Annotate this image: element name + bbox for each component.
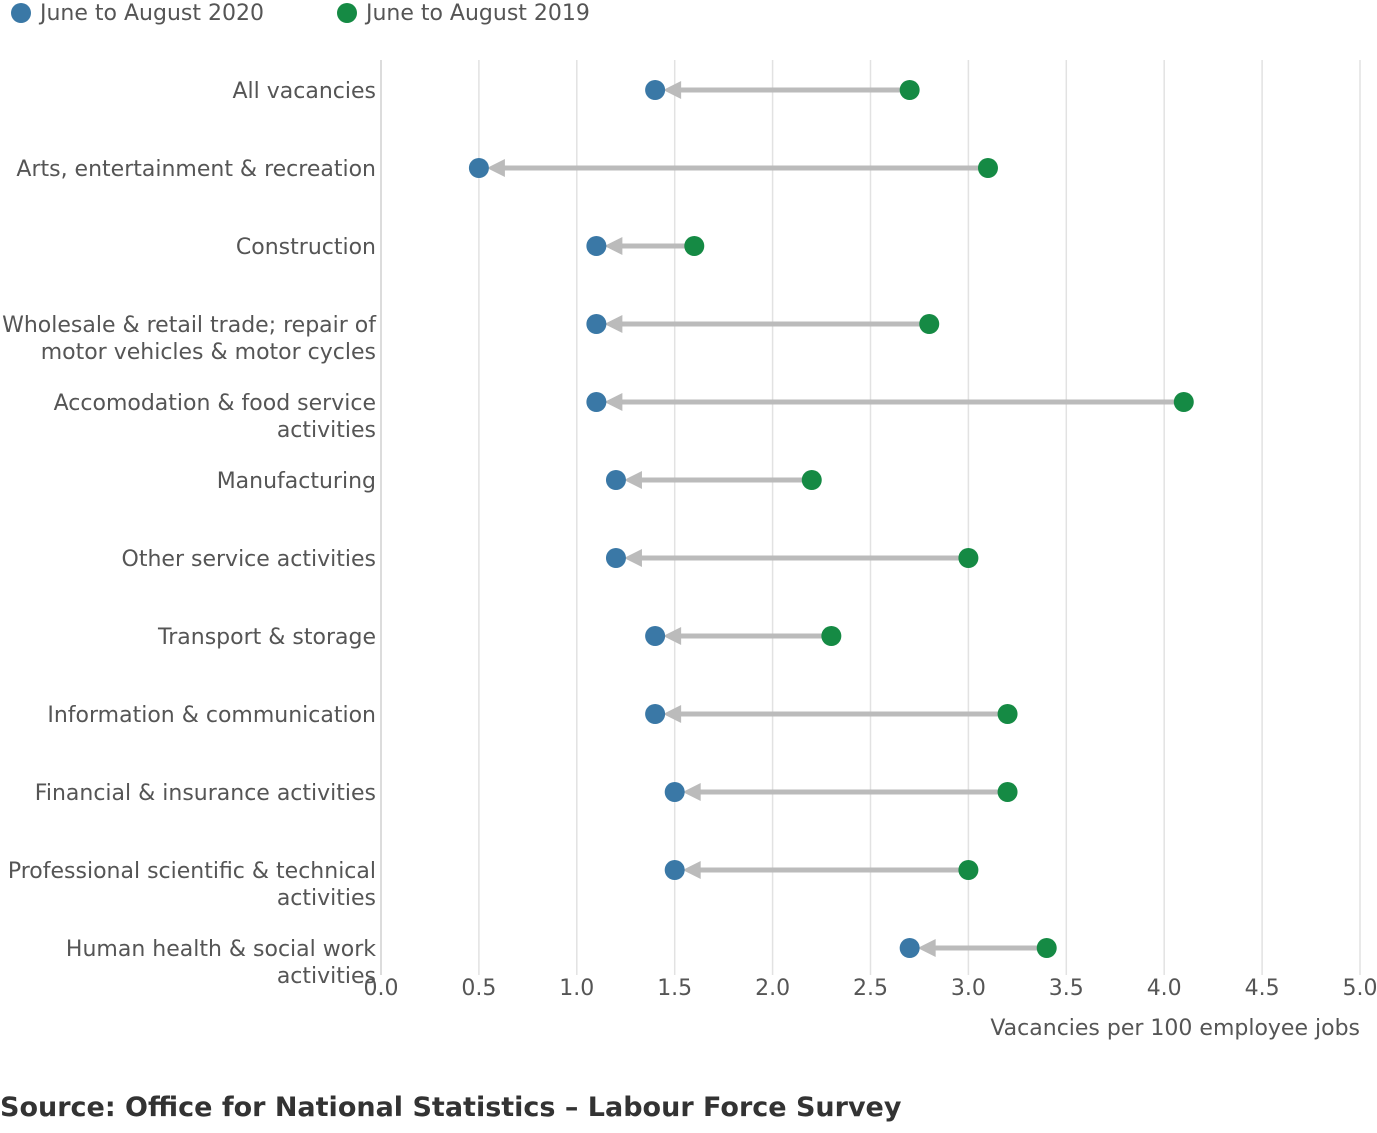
point-2019 xyxy=(997,704,1018,724)
change-arrow-head xyxy=(663,705,682,723)
x-axis-ticks: 0.0 0.5 1.0 1.5 2.0 2.5 3.0 3.5 4.0 4.5 5.0 xyxy=(364,976,1377,1001)
chart-legend: June to August 2020 June to August 2019 xyxy=(0,0,590,26)
point-2019 xyxy=(1173,392,1194,412)
dumbbell-chart: 0.0 0.5 1.0 1.5 2.0 2.5 3.0 3.5 4.0 4.5 5.0 All va… xyxy=(2,60,1377,1041)
category-labels: All vacancies Arts, entertainment & recre… xyxy=(2,79,377,989)
x-tick-label: 3.5 xyxy=(1049,976,1084,1001)
point-2020 xyxy=(605,548,626,568)
point-2020 xyxy=(468,158,489,178)
change-arrow-head xyxy=(663,627,682,645)
point-2020 xyxy=(605,470,626,490)
point-2020 xyxy=(664,782,685,802)
point-2019 xyxy=(997,782,1018,802)
category-label: Manufacturing xyxy=(217,469,376,494)
point-2020 xyxy=(664,860,685,880)
legend-label-2020: June to August 2020 xyxy=(40,0,264,26)
point-2019 xyxy=(958,860,979,880)
point-2020 xyxy=(586,236,607,256)
legend-item-2020: June to August 2020 xyxy=(11,1,264,26)
change-arrow-head xyxy=(623,471,642,489)
point-2020 xyxy=(645,80,666,100)
x-tick-label: 3.0 xyxy=(951,976,986,1001)
x-tick-label: 5.0 xyxy=(1343,976,1377,1001)
x-tick-label: 0.5 xyxy=(461,976,496,1001)
x-tick-label: 2.5 xyxy=(853,976,888,1001)
category-label: Arts, entertainment & recreation xyxy=(16,157,376,182)
change-arrow-head xyxy=(682,861,701,879)
point-2019 xyxy=(801,470,822,490)
category-label: Financial & insurance activities xyxy=(35,781,376,806)
legend-marker-2019 xyxy=(336,3,357,23)
point-2019 xyxy=(919,314,940,334)
x-tick-label: 4.5 xyxy=(1245,976,1280,1001)
category-label: Human health & social work activities xyxy=(66,937,376,989)
category-label: All vacancies xyxy=(233,79,377,104)
category-label: Wholesale & retail trade; repair of motor… xyxy=(2,313,377,365)
point-2020 xyxy=(899,938,920,958)
change-arrow-head xyxy=(917,939,936,957)
x-tick-label: 2.0 xyxy=(755,976,790,1001)
category-label: Information & communication xyxy=(47,703,376,728)
x-tick-label: 1.0 xyxy=(559,976,594,1001)
legend-label-2019: June to August 2019 xyxy=(365,0,590,26)
change-arrow-head xyxy=(486,159,505,177)
change-arrow-head xyxy=(604,237,623,255)
point-2019 xyxy=(899,80,920,100)
point-2019 xyxy=(977,158,998,178)
point-2019 xyxy=(1036,938,1057,958)
data-points xyxy=(468,80,1194,958)
point-2020 xyxy=(586,314,607,334)
source-note: Source: Office for National Statistics –… xyxy=(0,1092,902,1123)
point-2019 xyxy=(821,626,842,646)
x-axis-title: Vacancies per 100 employee jobs xyxy=(990,1016,1360,1041)
gridlines xyxy=(380,60,1361,975)
change-arrow-head xyxy=(604,393,623,411)
legend-marker-2020 xyxy=(11,3,31,23)
change-arrow-head xyxy=(663,81,682,99)
category-label: Transport & storage xyxy=(157,625,376,650)
change-arrow-head xyxy=(682,783,701,801)
x-tick-label: 4.0 xyxy=(1147,976,1182,1001)
category-label: Other service activities xyxy=(122,547,376,572)
change-arrow-head xyxy=(604,315,623,333)
category-label: Accomodation & food service activities xyxy=(54,391,376,443)
category-label: Construction xyxy=(236,235,376,260)
point-2020 xyxy=(645,704,666,724)
category-label: Professional scientific & technical activ… xyxy=(8,859,376,911)
point-2020 xyxy=(586,392,607,412)
x-tick-label: 0.0 xyxy=(364,976,399,1001)
point-2019 xyxy=(684,236,705,256)
point-2020 xyxy=(645,626,666,646)
point-2019 xyxy=(958,548,979,568)
change-arrows xyxy=(486,81,1184,957)
change-arrow-head xyxy=(623,549,642,567)
legend-item-2019: June to August 2019 xyxy=(336,0,590,26)
x-tick-label: 1.5 xyxy=(657,976,692,1001)
